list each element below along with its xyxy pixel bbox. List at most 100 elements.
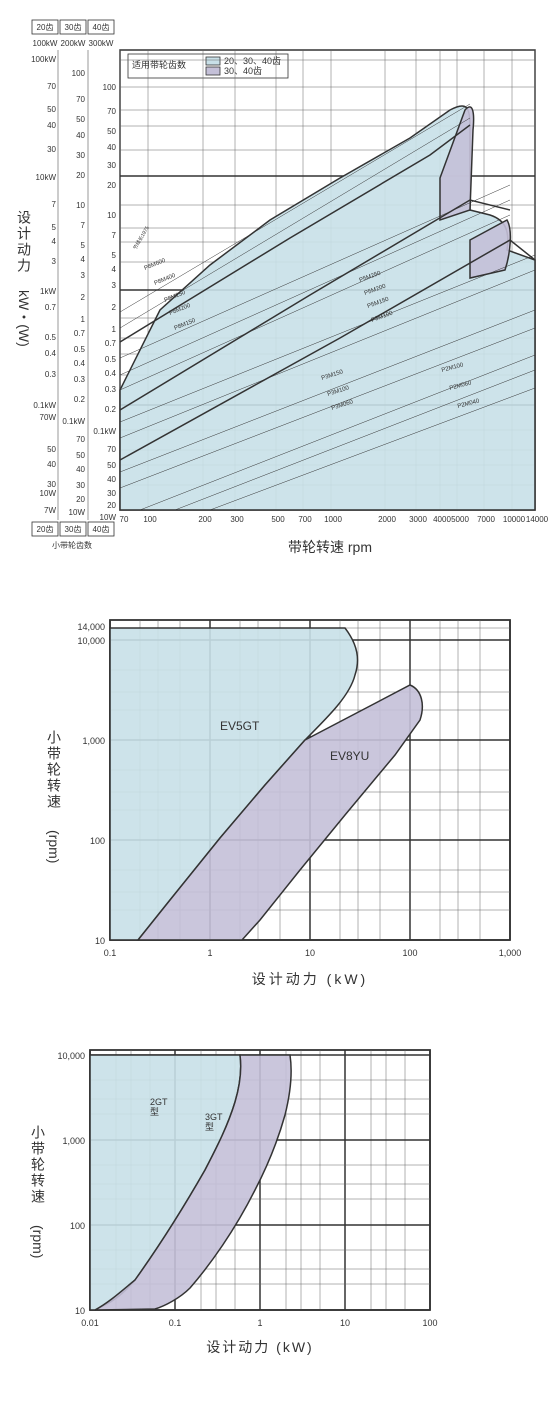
label-ev8yu: EV8YU <box>330 749 369 763</box>
svg-text:20: 20 <box>76 171 85 180</box>
svg-text:50: 50 <box>107 127 116 136</box>
svg-text:100kW: 100kW <box>33 39 58 48</box>
svg-text:40: 40 <box>76 465 85 474</box>
y-axis-label: 设计动力 <box>16 210 32 274</box>
svg-text:70: 70 <box>120 515 129 524</box>
svg-text:70: 70 <box>47 82 56 91</box>
svg-text:7000: 7000 <box>477 515 495 524</box>
svg-text:40: 40 <box>76 131 85 140</box>
svg-text:0.01: 0.01 <box>81 1318 99 1328</box>
svg-text:70W: 70W <box>40 413 57 422</box>
y-unit-label: kW・(W) <box>16 290 32 347</box>
svg-text:0.4: 0.4 <box>74 359 86 368</box>
svg-text:7: 7 <box>81 221 86 230</box>
svg-text:0.1: 0.1 <box>169 1318 182 1328</box>
svg-text:0.4: 0.4 <box>105 369 117 378</box>
svg-text:50: 50 <box>47 105 56 114</box>
y-axis-ticks-col3: 100 70 50 40 30 20 10 7 5 4 3 2 1 0.7 0.… <box>93 83 116 522</box>
svg-text:10: 10 <box>75 1306 85 1316</box>
svg-text:100: 100 <box>72 69 86 78</box>
svg-text:14000: 14000 <box>526 515 549 524</box>
svg-text:0.7: 0.7 <box>74 329 86 338</box>
svg-text:10: 10 <box>305 948 315 958</box>
svg-text:1,000: 1,000 <box>82 736 105 746</box>
svg-text:50: 50 <box>76 451 85 460</box>
svg-text:0.1kW: 0.1kW <box>93 427 116 436</box>
svg-text:2: 2 <box>81 293 86 302</box>
svg-text:30齿: 30齿 <box>65 525 82 534</box>
svg-text:100: 100 <box>90 836 105 846</box>
x-axis-label: 设计动力 (kW) <box>252 971 368 987</box>
x-bottom-headers: 20齿 30齿 40齿 小带轮齿数 <box>32 522 114 550</box>
svg-text:30: 30 <box>76 481 85 490</box>
x-axis-label: 设计动力 (kW) <box>206 1339 313 1355</box>
svg-text:40齿: 40齿 <box>93 525 110 534</box>
svg-text:2: 2 <box>112 303 117 312</box>
svg-text:10kW: 10kW <box>36 173 57 182</box>
svg-text:0.2: 0.2 <box>74 395 86 404</box>
svg-text:50: 50 <box>76 115 85 124</box>
label-ev5gt: EV5GT <box>220 719 260 733</box>
svg-text:70: 70 <box>107 107 116 116</box>
svg-text:4: 4 <box>112 265 117 274</box>
svg-text:P8M400: P8M400 <box>154 273 178 287</box>
svg-text:7W: 7W <box>44 506 56 515</box>
svg-text:0.3: 0.3 <box>105 385 117 394</box>
svg-text:1000: 1000 <box>324 515 342 524</box>
svg-text:7: 7 <box>112 231 117 240</box>
y-ticks: 10 100 1,000 10,000 <box>57 1051 85 1316</box>
svg-text:10: 10 <box>95 936 105 946</box>
svg-text:20: 20 <box>76 495 85 504</box>
svg-text:小带轮齿数: 小带轮齿数 <box>52 540 92 550</box>
svg-text:10W: 10W <box>69 508 86 517</box>
svg-text:3: 3 <box>81 271 86 280</box>
svg-text:5: 5 <box>52 223 57 232</box>
svg-text:70: 70 <box>76 435 85 444</box>
chart-1-belt-selection: 20齿 30齿 40齿 100kW 200kW 300kW 适用带轮齿数 20、… <box>10 10 550 570</box>
svg-text:1: 1 <box>207 948 212 958</box>
svg-text:30: 30 <box>47 145 56 154</box>
svg-text:700: 700 <box>298 515 312 524</box>
svg-text:20齿: 20齿 <box>37 525 54 534</box>
svg-text:5000: 5000 <box>451 515 469 524</box>
y-axis-label: 小带轮转速 <box>46 730 62 810</box>
svg-text:14,000: 14,000 <box>77 622 105 632</box>
svg-text:100kW: 100kW <box>31 55 56 64</box>
svg-text:20: 20 <box>107 181 116 190</box>
svg-text:0.3: 0.3 <box>45 370 57 379</box>
svg-text:200kW: 200kW <box>61 39 86 48</box>
svg-text:4000: 4000 <box>433 515 451 524</box>
svg-text:4: 4 <box>52 237 57 246</box>
svg-text:3000: 3000 <box>409 515 427 524</box>
svg-text:1: 1 <box>257 1318 262 1328</box>
svg-text:30: 30 <box>107 161 116 170</box>
svg-text:100: 100 <box>143 515 157 524</box>
y-axis-ticks-col2: 100 70 50 40 30 20 10 7 5 4 3 2 1 0.7 0.… <box>62 69 85 517</box>
svg-text:1,000: 1,000 <box>499 948 522 958</box>
y-unit-label: (rpm) <box>30 1225 46 1258</box>
svg-text:100: 100 <box>70 1221 85 1231</box>
svg-text:500: 500 <box>271 515 285 524</box>
svg-text:20、30、40齿: 20、30、40齿 <box>224 56 281 66</box>
svg-text:0.2: 0.2 <box>105 405 117 414</box>
svg-text:0.1kW: 0.1kW <box>33 401 56 410</box>
svg-text:3: 3 <box>112 281 117 290</box>
svg-text:5: 5 <box>112 251 117 260</box>
svg-text:100: 100 <box>103 83 117 92</box>
svg-text:3: 3 <box>52 257 57 266</box>
svg-text:7: 7 <box>52 200 57 209</box>
svg-text:5: 5 <box>81 241 86 250</box>
svg-text:0.7: 0.7 <box>45 303 57 312</box>
svg-text:30齿: 30齿 <box>65 23 82 32</box>
legend: 适用带轮齿数 20、30、40齿 30、40齿 <box>128 54 288 78</box>
svg-text:50: 50 <box>107 461 116 470</box>
svg-text:适用带轮齿数: 适用带轮齿数 <box>132 59 186 70</box>
svg-text:10: 10 <box>76 201 85 210</box>
y-axis-label: 小带轮转速 <box>30 1125 46 1205</box>
svg-text:50: 50 <box>47 445 56 454</box>
svg-text:70: 70 <box>107 445 116 454</box>
svg-text:P8M600: P8M600 <box>144 258 168 272</box>
svg-text:4: 4 <box>81 255 86 264</box>
svg-text:300: 300 <box>230 515 244 524</box>
svg-text:0.4: 0.4 <box>45 349 57 358</box>
